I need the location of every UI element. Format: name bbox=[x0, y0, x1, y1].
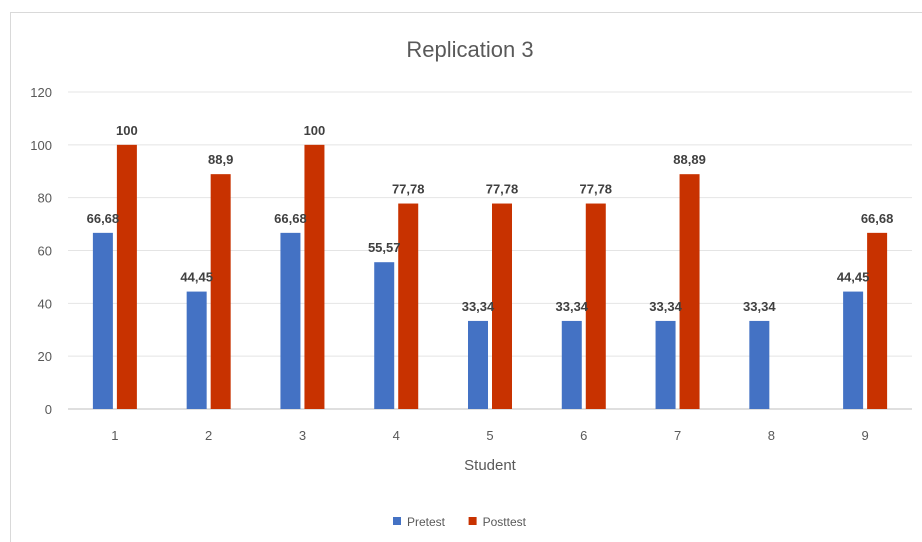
y-tick-label: 0 bbox=[45, 402, 52, 417]
data-label: 33,34 bbox=[649, 299, 682, 314]
x-tick-label: 2 bbox=[205, 428, 212, 443]
data-label: 44,45 bbox=[837, 270, 870, 285]
y-tick-label: 40 bbox=[38, 296, 52, 311]
chart-title: Replication 3 bbox=[406, 37, 533, 62]
bar-posttest bbox=[304, 144, 325, 410]
data-label: 66,68 bbox=[861, 211, 894, 226]
bar-pretest bbox=[374, 262, 395, 409]
x-axis-ticks: 1 2 3 4 5 6 7 8 9 bbox=[111, 428, 868, 443]
bar-posttest bbox=[116, 144, 137, 410]
bar-pretest bbox=[655, 320, 676, 409]
data-labels: 66,68 100 44,45 88,9 66,68 100 55,57 77,78 33,34… bbox=[87, 123, 894, 314]
bar-pretest bbox=[186, 291, 207, 409]
x-tick-label: 6 bbox=[580, 428, 587, 443]
data-label: 77,78 bbox=[392, 182, 425, 197]
legend-swatch bbox=[393, 517, 401, 525]
data-label: 88,9 bbox=[208, 152, 233, 167]
legend: Pretest Posttest bbox=[393, 515, 527, 529]
x-tick-label: 9 bbox=[861, 428, 868, 443]
chart-border-left bbox=[10, 12, 11, 542]
bar-pretest bbox=[843, 291, 864, 409]
bar-posttest bbox=[679, 174, 700, 409]
bar-posttest bbox=[585, 203, 606, 409]
bar-posttest bbox=[398, 203, 419, 409]
bar-pretest bbox=[561, 320, 582, 409]
x-tick-label: 7 bbox=[674, 428, 681, 443]
data-label: 100 bbox=[304, 123, 326, 138]
data-label: 66,68 bbox=[274, 211, 307, 226]
bar-pretest bbox=[468, 320, 488, 409]
bar-posttest bbox=[867, 232, 888, 409]
bar-pretest bbox=[92, 232, 113, 409]
bar-posttest bbox=[492, 203, 512, 409]
data-label: 77,78 bbox=[580, 182, 613, 197]
data-label: 33,34 bbox=[743, 299, 776, 314]
legend-label: Posttest bbox=[483, 515, 527, 529]
data-label: 100 bbox=[116, 123, 138, 138]
gridlines bbox=[68, 91, 912, 410]
bar-posttest bbox=[210, 174, 231, 409]
bar-pretest bbox=[749, 320, 770, 409]
y-tick-label: 20 bbox=[38, 349, 52, 364]
x-tick-label: 3 bbox=[299, 428, 306, 443]
x-tick-label: 8 bbox=[768, 428, 775, 443]
bars bbox=[92, 144, 888, 410]
data-label: 66,68 bbox=[87, 211, 120, 226]
data-label: 88,89 bbox=[673, 152, 706, 167]
legend-label: Pretest bbox=[407, 515, 446, 529]
y-tick-label: 80 bbox=[38, 191, 52, 206]
legend-swatch bbox=[468, 517, 477, 525]
data-label: 77,78 bbox=[486, 182, 519, 197]
data-label: 55,57 bbox=[368, 240, 401, 255]
data-label: 44,45 bbox=[180, 270, 213, 285]
y-tick-label: 60 bbox=[38, 244, 52, 259]
data-label: 33,34 bbox=[556, 299, 589, 314]
x-tick-label: 4 bbox=[393, 428, 400, 443]
x-axis-title: Student bbox=[464, 457, 517, 474]
bar-pretest bbox=[280, 232, 301, 409]
x-tick-label: 1 bbox=[111, 428, 118, 443]
chart-border-top bbox=[10, 12, 922, 13]
y-tick-label: 100 bbox=[30, 138, 52, 153]
y-axis-ticks: 0 20 40 60 80 100 120 bbox=[30, 85, 52, 417]
x-tick-label: 5 bbox=[486, 428, 493, 443]
data-label: 33,34 bbox=[462, 299, 495, 314]
y-tick-label: 120 bbox=[30, 85, 52, 100]
